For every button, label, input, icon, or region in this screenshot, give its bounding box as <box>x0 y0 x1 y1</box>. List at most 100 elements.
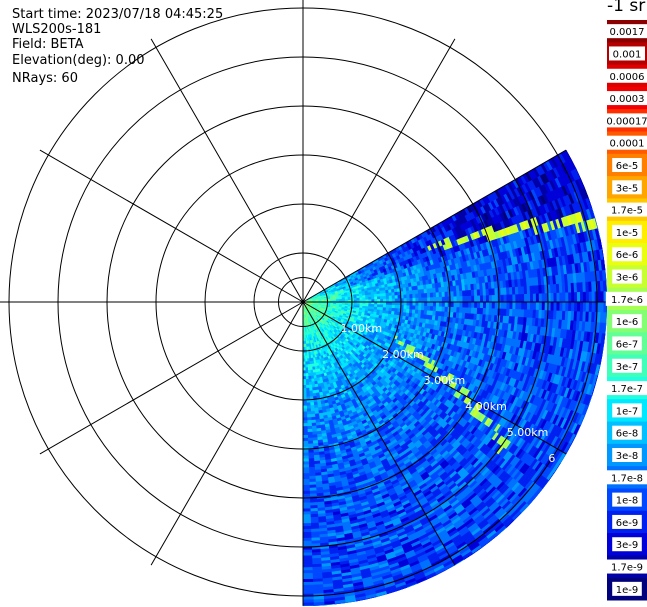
beta-cell <box>394 304 399 309</box>
beta-cell <box>503 301 508 310</box>
beta-cell <box>500 301 505 310</box>
beta-cell <box>385 295 390 300</box>
beta-cell <box>494 301 499 310</box>
beta-cell <box>406 305 411 310</box>
beta-cell <box>541 293 546 303</box>
beta-cell <box>424 301 428 307</box>
beta-cell <box>485 301 490 309</box>
beta-cell <box>509 294 513 303</box>
beta-cell <box>406 294 411 299</box>
beta-cell <box>441 296 446 303</box>
beta-cell <box>477 295 481 303</box>
beta-cell <box>582 291 587 303</box>
beta-cell <box>579 301 584 313</box>
beta-cell <box>574 292 578 303</box>
beta-cell <box>468 301 472 309</box>
beta-cell <box>541 301 546 311</box>
beta-cell <box>485 295 490 303</box>
beta-cell <box>459 301 463 308</box>
beta-cell <box>509 301 513 310</box>
beta-cell <box>379 296 384 300</box>
beta-cell <box>576 301 581 312</box>
beta-cell <box>403 298 408 303</box>
beta-cell <box>482 295 487 303</box>
beta-cell <box>562 301 566 312</box>
beta-cell <box>377 304 381 308</box>
beta-cell <box>423 293 428 299</box>
beta-cell <box>415 293 419 299</box>
beta-cell <box>432 292 437 298</box>
beta-cell <box>435 306 440 312</box>
beta-cell <box>450 291 455 298</box>
beta-cell <box>374 296 378 300</box>
beta-cell <box>538 293 543 303</box>
beta-cell <box>385 292 390 297</box>
beta-cell <box>500 294 505 303</box>
beta-cell <box>553 301 558 312</box>
beta-cell <box>421 293 425 299</box>
beta-cell <box>435 296 440 303</box>
beta-cell <box>403 305 408 310</box>
beta-cell <box>377 296 381 300</box>
beta-cell <box>503 294 508 303</box>
beta-cell <box>582 301 587 313</box>
beta-cell <box>450 296 455 303</box>
beta-cell <box>518 294 522 303</box>
beta-cell <box>426 292 431 298</box>
beta-cell <box>550 292 555 303</box>
beta-cell <box>412 297 416 303</box>
beta-cell <box>597 291 602 303</box>
beta-cell <box>418 301 422 307</box>
beta-cell <box>600 291 605 303</box>
beta-cell <box>409 297 414 303</box>
beta-cell <box>562 292 566 303</box>
beta-cell <box>532 301 537 311</box>
beta-cell <box>480 295 484 303</box>
beta-cell <box>424 297 428 303</box>
beta-cell <box>488 301 493 309</box>
beta-cell <box>423 305 428 311</box>
beta-cell <box>524 301 528 311</box>
beta-cell <box>432 306 437 312</box>
beta-cell <box>591 291 596 303</box>
beta-cell <box>427 297 431 303</box>
beta-cell <box>441 306 446 313</box>
beta-cell <box>529 301 534 311</box>
beta-cell <box>521 294 525 303</box>
beta-cell <box>421 301 425 307</box>
beta-sector-cells <box>302 149 608 607</box>
beta-cell <box>527 301 531 311</box>
beta-cell <box>403 301 408 306</box>
beta-cell <box>471 301 475 309</box>
beta-cell <box>579 291 584 303</box>
beta-cell <box>477 301 481 309</box>
beta-cell <box>529 293 534 303</box>
beta-cell <box>462 296 466 303</box>
beta-cell <box>494 294 499 303</box>
beta-cell <box>527 293 531 303</box>
beta-cell <box>435 301 440 308</box>
beta-cell <box>382 304 387 309</box>
beta-cell <box>453 301 458 308</box>
beta-cell <box>588 301 593 313</box>
beta-cell <box>538 301 543 311</box>
beta-cell <box>550 301 555 312</box>
beta-cell <box>412 293 416 299</box>
beta-cell <box>553 292 558 303</box>
beta-cell <box>362 297 366 301</box>
beta-cell <box>418 305 422 311</box>
beta-cell <box>412 301 416 307</box>
beta-cell <box>565 292 569 303</box>
beta-cell <box>535 293 540 303</box>
beta-cell <box>512 294 516 303</box>
beta-cell <box>456 301 461 308</box>
beta-cell <box>462 301 466 308</box>
beta-cell <box>459 296 463 303</box>
beta-cell <box>576 292 581 303</box>
beta-cell <box>571 301 575 312</box>
beta-cell <box>450 306 455 313</box>
beta-cell <box>465 295 469 303</box>
beta-cell <box>585 291 590 303</box>
beta-cell <box>521 301 525 310</box>
beta-cell <box>433 297 437 303</box>
